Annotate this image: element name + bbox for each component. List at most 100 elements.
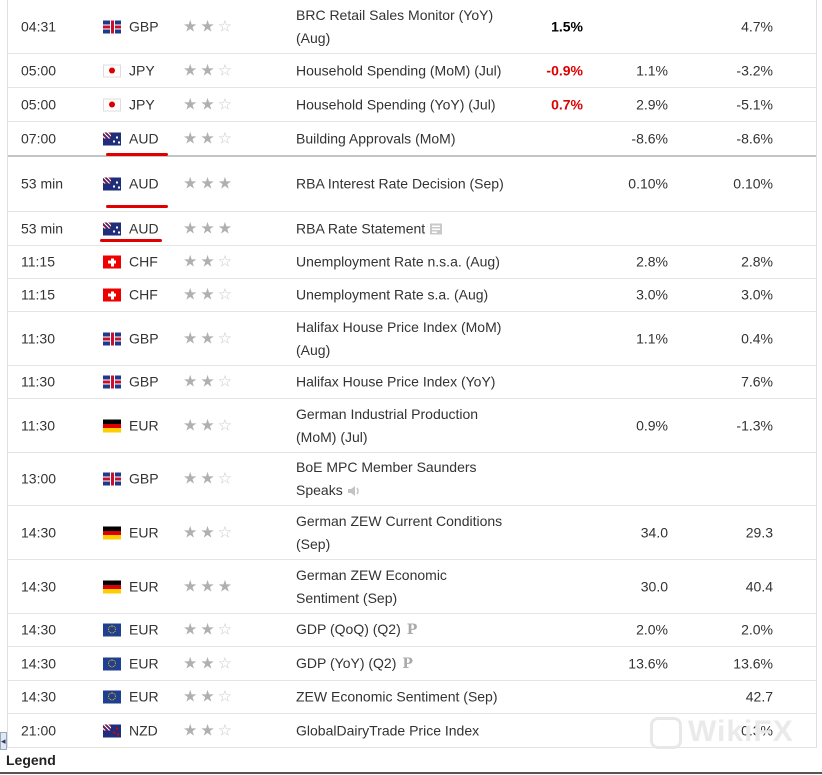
table-row[interactable]: 04:31 GBP ★★☆ BRC Retail Sales Monitor (YoY… — [8, 0, 816, 54]
table-row[interactable]: 14:30 EUR ★★☆ German ZEW Current Conditions… — [8, 506, 816, 560]
importance-stars: ★★☆ — [183, 286, 236, 304]
aud-flag-icon — [103, 132, 121, 145]
table-row[interactable]: 05:00 JPY ★★☆ Household Spending (YoY) (Jul… — [8, 88, 816, 122]
table-row[interactable]: 11:15 CHF ★★☆ Unemployment Rate n.s.a. (Aug… — [8, 246, 816, 279]
table-row[interactable]: 11:30 EUR ★★☆ German Industrial Production … — [8, 399, 816, 453]
event-time: 07:00 — [21, 130, 57, 146]
event-name[interactable]: Unemployment Rate n.s.a. (Aug) — [296, 251, 511, 274]
event-time: 14:30 — [21, 655, 57, 671]
forecast-value: 30.0 — [640, 578, 668, 594]
event-name[interactable]: ZEW Economic Sentiment (Sep) — [296, 686, 511, 709]
currency-code: GBP — [129, 18, 159, 34]
event-link[interactable]: GlobalDairyTrade Price Index — [296, 722, 480, 738]
event-link[interactable]: German ZEW Current Conditions (Sep) — [296, 512, 503, 552]
event-name[interactable]: Halifax House Price Index (YoY) — [296, 371, 511, 394]
event-name[interactable]: Unemployment Rate s.a. (Aug) — [296, 284, 511, 307]
event-link[interactable]: GDP (YoY) (Q2) — [296, 654, 397, 671]
event-time: 11:30 — [21, 417, 55, 433]
table-row[interactable]: 53 min AUD ★★★ RBA Rate Statement — [8, 212, 816, 246]
red-underline-annotation — [106, 153, 168, 156]
event-link[interactable]: RBA Rate Statement — [296, 220, 426, 236]
eur-eu-flag-icon — [103, 623, 121, 637]
eur-de-flag-icon — [103, 526, 121, 539]
event-link[interactable]: Unemployment Rate s.a. (Aug) — [296, 286, 489, 303]
event-time: 53 min — [21, 220, 64, 236]
currency-code: GBP — [129, 470, 159, 487]
table-row[interactable]: 11:15 CHF ★★☆ Unemployment Rate s.a. (Aug) 3… — [8, 279, 816, 312]
currency-code: EUR — [129, 688, 159, 705]
currency-code: CHF — [129, 253, 158, 270]
currency-code: EUR — [129, 578, 159, 594]
forecast-value: 13.6% — [628, 655, 668, 671]
event-name[interactable]: BoE MPC Member Saunders Speaks — [296, 456, 511, 502]
forecast-value: 0.10% — [628, 175, 668, 192]
event-name[interactable]: RBA Interest Rate Decision (Sep) — [296, 173, 511, 196]
speaker-icon[interactable] — [347, 485, 361, 497]
forecast-value: 3.0% — [636, 286, 668, 303]
table-row[interactable]: 14:30 EUR ★★★ German ZEW Economic Sentiment… — [8, 560, 816, 614]
event-name[interactable]: Household Spending (YoY) (Jul) — [296, 93, 511, 116]
eur-eu-flag-icon — [103, 690, 121, 704]
jpy-flag-icon — [103, 64, 121, 77]
event-name[interactable]: Building Approvals (MoM) — [296, 127, 511, 150]
scroll-left-button[interactable]: ◂ — [0, 732, 7, 750]
event-name[interactable]: German Industrial Production (MoM) (Jul) — [296, 403, 511, 449]
document-icon[interactable] — [429, 223, 443, 236]
forecast-value: 34.0 — [640, 524, 668, 540]
gbp-flag-icon — [103, 332, 121, 345]
forecast-value: 2.0% — [636, 621, 668, 638]
table-row[interactable]: 07:00 AUD ★★☆ Building Approvals (MoM) -8.6%… — [8, 122, 816, 157]
watermark-logo-icon — [650, 717, 682, 750]
event-time: 11:30 — [21, 330, 55, 346]
event-name[interactable]: Household Spending (MoM) (Jul) — [296, 59, 511, 82]
event-link[interactable]: BRC Retail Sales Monitor (YoY) (Aug) — [296, 6, 494, 46]
event-link[interactable]: BoE MPC Member Saunders Speaks — [296, 459, 477, 498]
table-row[interactable]: 14:30 EUR ★★☆ GDP (QoQ) (Q2) P 2.0% 2.0% — [8, 614, 816, 647]
table-row[interactable]: 05:00 JPY ★★☆ Household Spending (MoM) (Jul… — [8, 54, 816, 88]
gbp-flag-icon — [103, 472, 121, 486]
currency-code: AUD — [129, 130, 159, 146]
previous-value: -5.1% — [736, 96, 773, 112]
previous-value: 29.3 — [745, 524, 773, 540]
table-row[interactable]: 14:30 EUR ★★☆ ZEW Economic Sentiment (Sep) 4… — [8, 681, 816, 714]
importance-stars: ★★★ — [183, 175, 236, 193]
event-time: 11:15 — [21, 286, 55, 303]
event-time: 11:30 — [21, 373, 55, 390]
table-row[interactable]: 11:30 GBP ★★☆ Halifax House Price Index (Yo… — [8, 366, 816, 399]
event-time: 05:00 — [21, 96, 57, 112]
importance-stars: ★★☆ — [183, 96, 236, 113]
event-link[interactable]: German ZEW Economic Sentiment (Sep) — [296, 566, 447, 606]
table-row[interactable]: 21:00 NZD ★★☆ GlobalDairyTrade Price Index 0… — [8, 714, 816, 748]
event-link[interactable]: Unemployment Rate n.s.a. (Aug) — [296, 253, 500, 270]
preliminary-icon[interactable]: P — [402, 655, 413, 672]
event-name[interactable]: RBA Rate Statement — [296, 217, 511, 240]
event-name[interactable]: GDP (YoY) (Q2) P — [296, 652, 511, 676]
event-name[interactable]: Halifax House Price Index (MoM) (Aug) — [296, 316, 511, 362]
event-link[interactable]: Household Spending (MoM) (Jul) — [296, 62, 502, 78]
event-link[interactable]: Halifax House Price Index (MoM) (Aug) — [296, 318, 502, 358]
event-name[interactable]: German ZEW Current Conditions (Sep) — [296, 510, 511, 556]
table-row[interactable]: 11:30 GBP ★★☆ Halifax House Price Index (Mo… — [8, 312, 816, 366]
event-link[interactable]: GDP (QoQ) (Q2) — [296, 621, 401, 637]
preliminary-icon[interactable]: P — [406, 622, 418, 638]
previous-value: 40.4 — [745, 578, 773, 594]
red-underline-annotation — [106, 205, 168, 208]
table-row[interactable]: 14:30 EUR ★★☆ GDP (YoY) (Q2) P 13.6% 13.6% — [8, 647, 816, 681]
table-row[interactable]: 53 min AUD ★★★ RBA Interest Rate Decision (… — [8, 157, 816, 212]
event-link[interactable]: German Industrial Production (MoM) (Jul) — [296, 405, 479, 445]
table-row[interactable]: 13:00 GBP ★★☆ BoE MPC Member Saunders Speak… — [8, 453, 816, 506]
event-name[interactable]: BRC Retail Sales Monitor (YoY) (Aug) — [296, 4, 511, 50]
event-link[interactable]: ZEW Economic Sentiment (Sep) — [296, 688, 498, 705]
event-time: 13:00 — [21, 470, 57, 487]
legend-link[interactable]: Legend — [6, 752, 56, 768]
event-link[interactable]: Household Spending (YoY) (Jul) — [296, 96, 496, 112]
event-link[interactable]: Building Approvals (MoM) — [296, 130, 456, 146]
event-name[interactable]: GlobalDairyTrade Price Index — [296, 719, 511, 742]
forecast-value: -8.6% — [631, 130, 668, 146]
event-name[interactable]: German ZEW Economic Sentiment (Sep) — [296, 564, 511, 610]
event-link[interactable]: RBA Interest Rate Decision (Sep) — [296, 175, 504, 192]
importance-stars: ★★★ — [183, 220, 236, 237]
event-name[interactable]: GDP (QoQ) (Q2) P — [296, 618, 511, 642]
event-link[interactable]: Halifax House Price Index (YoY) — [296, 373, 496, 390]
previous-value: 0.4% — [741, 330, 773, 346]
